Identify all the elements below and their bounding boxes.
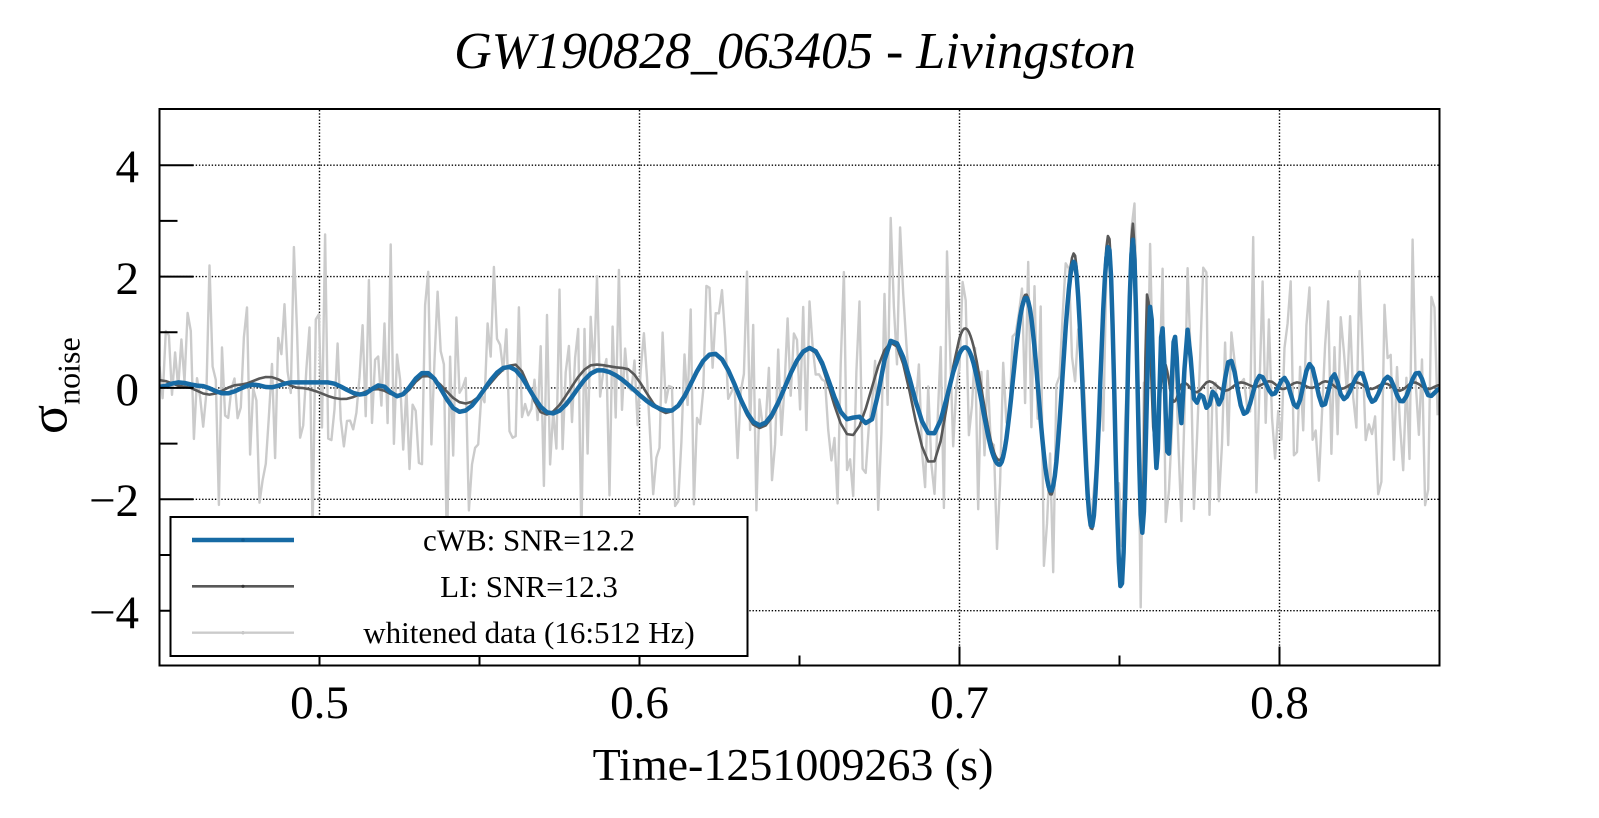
svg-text:0.6: 0.6 bbox=[610, 677, 669, 729]
svg-text:cWB: SNR=12.2: cWB: SNR=12.2 bbox=[423, 523, 635, 558]
svg-text:LI: SNR=12.3: LI: SNR=12.3 bbox=[440, 569, 618, 604]
svg-text:4: 4 bbox=[116, 141, 140, 193]
svg-text:0.5: 0.5 bbox=[290, 677, 349, 729]
svg-text:−4: −4 bbox=[89, 587, 139, 639]
svg-text:0.8: 0.8 bbox=[1250, 677, 1309, 729]
svg-text:2: 2 bbox=[116, 253, 140, 305]
svg-text:0: 0 bbox=[116, 364, 140, 416]
svg-text:−2: −2 bbox=[89, 475, 139, 527]
svg-text:Time-1251009263 (s): Time-1251009263 (s) bbox=[593, 739, 994, 790]
svg-text:GW190828_063405 - Livingston: GW190828_063405 - Livingston bbox=[454, 23, 1136, 80]
svg-text:whitened data (16:512 Hz): whitened data (16:512 Hz) bbox=[363, 615, 694, 650]
svg-text:0.7: 0.7 bbox=[930, 677, 989, 729]
